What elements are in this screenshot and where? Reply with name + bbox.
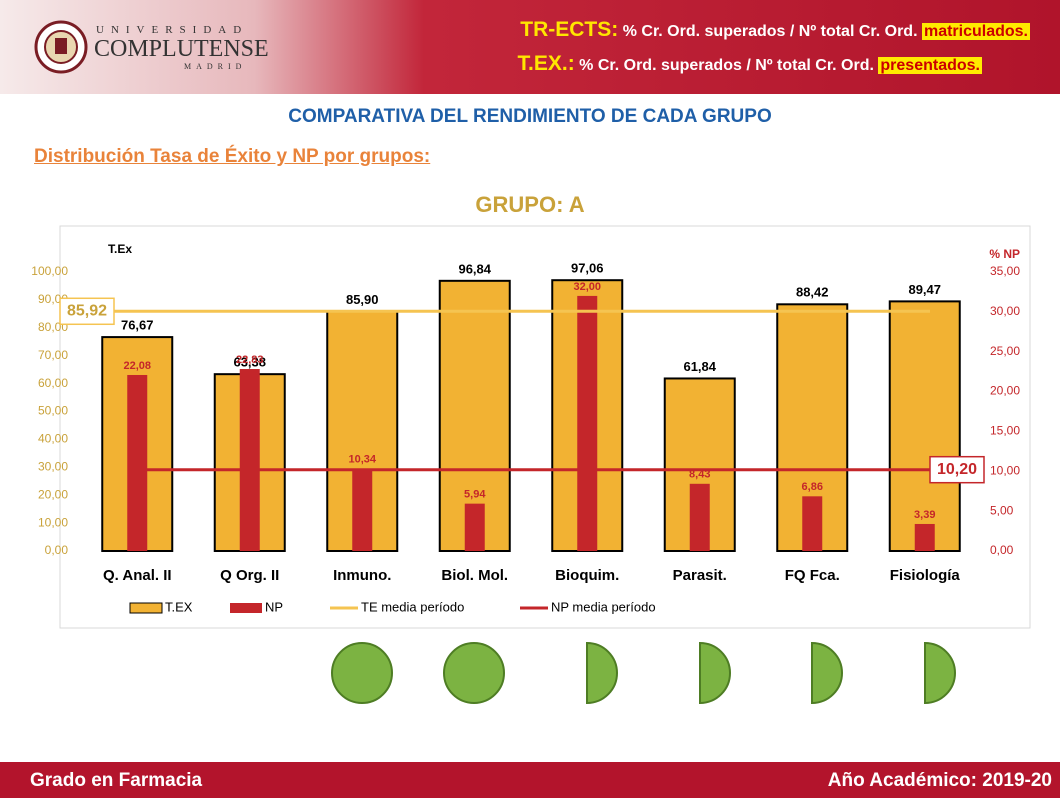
mean-label-box: [929, 455, 985, 484]
legend-label: TE media período: [361, 599, 464, 614]
y-tick-label: 70,00: [38, 348, 68, 362]
bar-value-label: 63,38: [233, 355, 266, 370]
y-tick-label: 60,00: [38, 376, 68, 390]
label: T.EX.:: [517, 52, 575, 75]
y2-tick-label: 5,00: [990, 503, 1014, 517]
bar: [888, 300, 961, 552]
bar-value-label: 3,39: [914, 509, 935, 521]
bar-value-label: 61,84: [683, 359, 716, 374]
bar-value-label: 8,43: [689, 469, 710, 481]
highlight: presentados.: [878, 57, 982, 74]
x-tick-label: Fisiología: [890, 567, 961, 584]
footer-left: Grado en Farmacia: [30, 770, 203, 791]
highlight: matriculados.: [921, 23, 1030, 40]
bar-value-label: 88,42: [796, 285, 829, 300]
definition-line: TR-ECTS: % Cr. Ord. superados / Nº total…: [520, 18, 1030, 42]
y2-tick-label: 30,00: [990, 304, 1020, 318]
y-tick-label: 50,00: [38, 404, 68, 418]
bar: [689, 483, 710, 551]
legend-label: NP media período: [551, 599, 656, 614]
mean-label-box: [59, 297, 115, 326]
bar-value-label: 22,08: [123, 360, 151, 372]
logo: UNIVERSIDAD COMPLUTENSE MADRID: [34, 18, 284, 78]
definition-line: T.EX.: % Cr. Ord. superados / Nº total C…: [518, 52, 982, 76]
heading: COMPARATIVA DEL RENDIMIENTO DE CADA GRUP…: [288, 106, 772, 127]
legend-label: T.EX: [165, 599, 193, 614]
y-tick-label: 40,00: [38, 432, 68, 446]
y2-axis-label: % NP: [989, 247, 1020, 261]
bar-value-label: 97,06: [571, 261, 604, 276]
y-tick-label: 20,00: [38, 487, 68, 501]
bar: [127, 374, 148, 551]
chart-title: GRUPO: A: [475, 192, 584, 217]
x-tick-label: Inmuno.: [333, 567, 391, 584]
bar: [352, 468, 373, 551]
bar: [577, 295, 598, 551]
y2-tick-label: 10,00: [990, 463, 1020, 477]
bar: [464, 503, 485, 551]
mean-label: 10,20: [937, 461, 977, 478]
logo-main: COMPLUTENSE: [94, 36, 269, 62]
y-tick-label: 10,00: [38, 515, 68, 529]
bar: [239, 369, 260, 551]
chart-frame: [59, 225, 1031, 629]
bar: [802, 496, 823, 551]
subheading: Distribución Tasa de Éxito y NP por grup…: [34, 146, 431, 167]
bar-value-label: 76,67: [121, 318, 154, 333]
bar-value-label: 32,00: [573, 281, 601, 293]
mean-label: 85,92: [67, 303, 107, 320]
legend-label: NP: [265, 599, 283, 614]
x-tick-label: Q Org. II: [220, 567, 279, 584]
y-axis-label: T.Ex: [108, 242, 132, 256]
bar-value-label: 6,86: [802, 481, 823, 493]
legend-swatch: [129, 602, 163, 614]
bar-value-label: 89,47: [908, 282, 941, 297]
y2-tick-label: 25,00: [990, 344, 1020, 358]
bar-value-label: 10,34: [348, 453, 376, 465]
bar-value-label: 85,90: [346, 292, 379, 307]
y-tick-label: 30,00: [38, 459, 68, 473]
x-tick-label: FQ Fca.: [785, 567, 840, 584]
x-tick-label: Parasit.: [673, 567, 727, 584]
footer-right: Año Académico: 2019-20: [827, 770, 1052, 791]
y2-tick-label: 0,00: [990, 543, 1014, 557]
x-tick-label: Q. Anal. II: [103, 567, 172, 584]
virus-decorations: [331, 641, 956, 705]
x-tick-label: Biol. Mol.: [441, 567, 508, 584]
bar-value-label: 5,94: [464, 489, 486, 501]
bar: [914, 523, 935, 551]
logo-top: UNIVERSIDAD: [96, 24, 249, 36]
logo-sub: MADRID: [184, 62, 247, 71]
bar-value-label: 96,84: [458, 261, 491, 276]
bar-value-label: 22,83: [236, 354, 264, 366]
label: TR-ECTS:: [520, 18, 619, 41]
y2-tick-label: 20,00: [990, 384, 1020, 398]
y-tick-label: 0,00: [45, 543, 69, 557]
y2-tick-label: 15,00: [990, 424, 1020, 438]
text: % Cr. Ord. superados / Nº total Cr. Ord.: [622, 23, 918, 40]
text: % Cr. Ord. superados / Nº total Cr. Ord.: [579, 57, 874, 74]
x-tick-label: Bioquim.: [555, 567, 619, 584]
header-band: UNIVERSIDAD COMPLUTENSE MADRID TR-ECTS: …: [0, 0, 1060, 94]
y2-tick-label: 35,00: [990, 264, 1020, 278]
footer-band: Grado en Farmacia Año Académico: 2019-20: [0, 762, 1060, 798]
y-tick-label: 100,00: [31, 264, 68, 278]
legend-swatch: [230, 603, 262, 613]
logo-seal: [34, 20, 88, 74]
